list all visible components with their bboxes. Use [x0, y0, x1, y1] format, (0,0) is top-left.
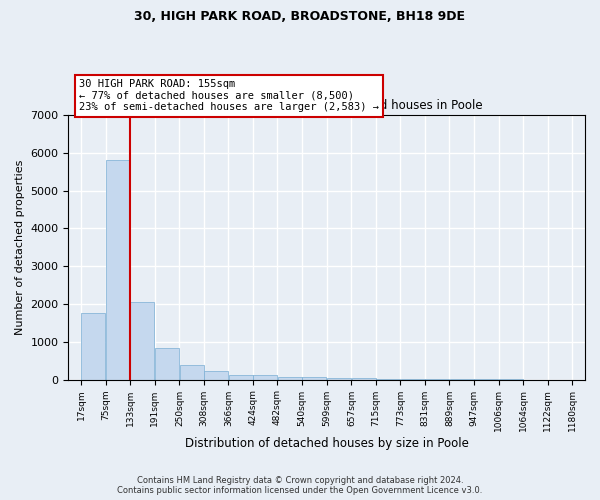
Bar	[376, 379, 400, 380]
Bar	[229, 376, 253, 380]
Bar	[155, 348, 179, 380]
Text: 30, HIGH PARK ROAD, BROADSTONE, BH18 9DE: 30, HIGH PARK ROAD, BROADSTONE, BH18 9DE	[134, 10, 466, 23]
Text: Contains HM Land Registry data © Crown copyright and database right 2024.
Contai: Contains HM Land Registry data © Crown c…	[118, 476, 482, 495]
Bar	[204, 371, 228, 380]
Text: 30 HIGH PARK ROAD: 155sqm
← 77% of detached houses are smaller (8,500)
23% of se: 30 HIGH PARK ROAD: 155sqm ← 77% of detac…	[79, 79, 379, 112]
Bar	[180, 365, 204, 380]
Y-axis label: Number of detached properties: Number of detached properties	[15, 160, 25, 335]
Bar	[253, 376, 277, 380]
Bar	[327, 378, 351, 380]
Bar	[106, 160, 130, 380]
Bar	[81, 314, 106, 380]
Bar	[278, 378, 302, 380]
X-axis label: Distribution of detached houses by size in Poole: Distribution of detached houses by size …	[185, 437, 469, 450]
Bar	[130, 302, 154, 380]
Title: Size of property relative to detached houses in Poole: Size of property relative to detached ho…	[170, 100, 483, 112]
Bar	[302, 378, 326, 380]
Bar	[352, 378, 376, 380]
